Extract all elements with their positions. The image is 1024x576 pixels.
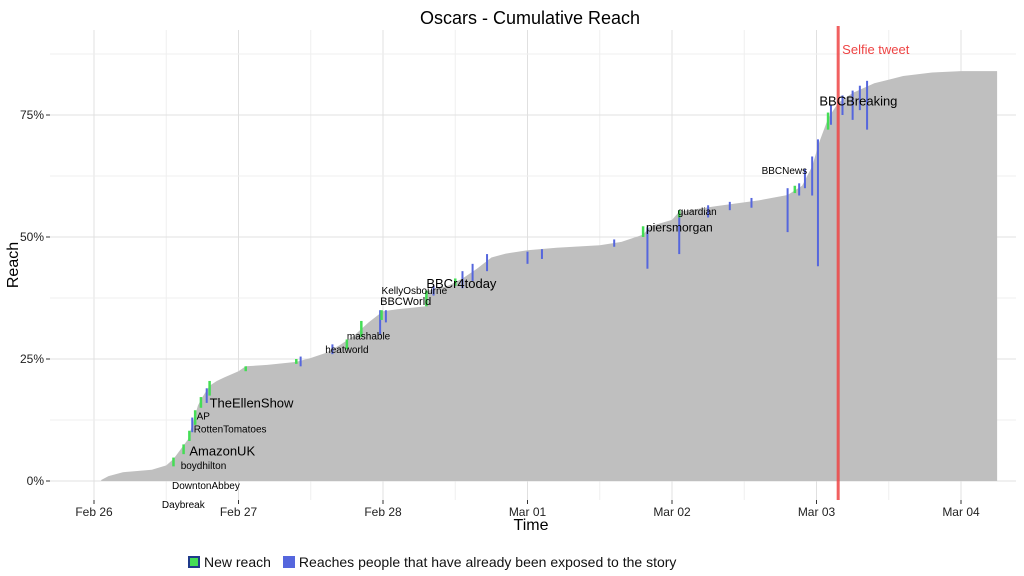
x-tick-label: Mar 04 <box>942 505 980 519</box>
annotation-label: RottenTomatoes <box>194 424 267 435</box>
legend-label-new-reach: New reach <box>204 554 271 570</box>
annotation-label: AmazonUK <box>189 443 255 458</box>
y-axis-ticks: 0% 25% 50% 75% <box>20 108 50 488</box>
annotation-label: Daybreak <box>162 500 206 511</box>
legend-item-new-reach: New reach <box>188 554 271 570</box>
annotation-label: BBCr4today <box>426 276 497 291</box>
repeat-reach-series <box>191 80 869 433</box>
annotation-label: piersmorgan <box>646 220 713 234</box>
x-tick-label: Feb 27 <box>220 505 258 519</box>
x-axis-ticks: Feb 26 Feb 27 Feb 28 Mar 01 Mar 02 Mar 03 Mar … <box>75 500 980 519</box>
x-tick-label: Mar 02 <box>653 505 691 519</box>
reach-area <box>101 71 998 481</box>
chart-title: Oscars - Cumulative Reach <box>420 8 640 28</box>
annotation-label: TheEllenShow <box>210 396 294 411</box>
annotation-label: heatworld <box>325 345 368 356</box>
y-tick-label: 25% <box>20 352 44 366</box>
user-labels: Daybreak DowntonAbbey boydhilton AmazonUK Ro… <box>162 93 898 511</box>
annotation-label: boydhilton <box>181 461 227 472</box>
annotation-label: mashable <box>347 332 391 343</box>
annotation-label: AP <box>197 412 211 423</box>
annotation-label: KellyOsbourne <box>382 286 448 297</box>
y-tick-label: 75% <box>20 108 44 122</box>
legend-swatch-repeat-reach <box>282 556 295 568</box>
x-tick-label: Mar 01 <box>509 505 547 519</box>
legend-swatch-new-reach <box>188 556 200 568</box>
x-tick-label: Feb 26 <box>75 505 113 519</box>
legend-label-repeat-reach: Reaches people that have already been ex… <box>298 554 677 570</box>
annotation-label: BBCNews <box>762 166 808 177</box>
y-tick-label: 0% <box>27 474 45 488</box>
y-tick-label: 50% <box>20 230 44 244</box>
x-tick-label: Feb 28 <box>364 505 402 519</box>
annotation-label: DowntonAbbey <box>172 481 240 492</box>
x-axis-title: Time <box>514 517 549 534</box>
selfie-tweet-label: Selfie tweet <box>842 42 910 57</box>
annotation-label: BBCWorld <box>380 296 431 308</box>
new-reach-series <box>172 112 830 467</box>
annotation-label: guardian <box>678 207 717 218</box>
annotation-label: BBCBreaking <box>819 93 897 108</box>
legend: New reach Reaches people that have alrea… <box>188 554 688 570</box>
legend-item-repeat-reach: Reaches people that have already been ex… <box>282 554 677 570</box>
y-axis-title: Reach <box>5 242 22 288</box>
x-tick-label: Mar 03 <box>798 505 836 519</box>
reach-area-shape <box>101 71 998 481</box>
selfie-tweet-marker: Selfie tweet <box>836 26 910 500</box>
